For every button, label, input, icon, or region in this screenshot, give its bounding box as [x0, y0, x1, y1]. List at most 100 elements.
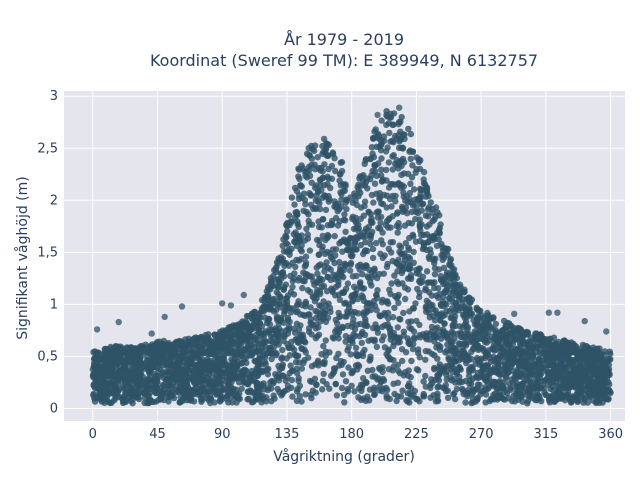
data-point — [248, 333, 255, 340]
data-point — [330, 335, 337, 342]
data-point — [161, 375, 168, 382]
x-tick-label: 90 — [214, 427, 231, 442]
data-point — [267, 281, 274, 288]
data-point — [489, 378, 496, 386]
data-point — [241, 366, 248, 373]
data-point — [368, 282, 375, 289]
data-point — [404, 286, 412, 293]
data-point — [302, 270, 310, 278]
data-point — [344, 308, 351, 315]
data-point — [474, 356, 481, 364]
data-point — [510, 351, 517, 359]
data-point — [122, 360, 129, 367]
data-point — [254, 337, 261, 344]
data-point — [338, 361, 345, 368]
data-point — [426, 255, 433, 263]
data-point — [368, 191, 376, 199]
data-point — [599, 370, 606, 377]
data-point — [554, 375, 561, 382]
data-point — [440, 254, 448, 261]
data-point — [322, 206, 330, 214]
data-point — [297, 322, 304, 329]
data-point — [395, 181, 403, 189]
data-point — [444, 341, 451, 348]
data-point — [422, 372, 429, 380]
data-point — [146, 369, 153, 376]
data-point — [341, 399, 348, 406]
data-point — [298, 345, 306, 353]
data-point — [155, 396, 162, 403]
data-point — [491, 364, 498, 371]
data-point — [484, 362, 492, 370]
x-tick-label: 360 — [598, 427, 623, 442]
data-point — [317, 182, 324, 189]
data-point — [562, 392, 569, 399]
data-point — [376, 143, 383, 151]
data-point — [423, 186, 431, 194]
data-point — [226, 339, 233, 346]
data-point — [353, 219, 360, 227]
data-point — [418, 186, 426, 193]
x-tick-label: 270 — [469, 427, 494, 442]
data-point — [276, 371, 283, 378]
data-point — [383, 166, 390, 174]
data-point — [477, 307, 484, 315]
data-point — [227, 302, 235, 309]
data-point — [349, 252, 356, 259]
data-point — [199, 335, 206, 342]
data-point — [416, 321, 423, 329]
data-point — [324, 248, 331, 256]
data-point — [444, 394, 452, 401]
data-point — [312, 166, 319, 173]
data-point — [219, 327, 226, 334]
data-point — [373, 209, 380, 216]
data-point — [383, 392, 390, 400]
data-point — [492, 346, 500, 353]
data-point — [331, 155, 338, 162]
data-point — [364, 367, 371, 374]
data-point — [306, 221, 313, 228]
data-point — [439, 326, 447, 333]
data-point — [389, 181, 396, 188]
data-point — [492, 329, 499, 336]
data-point — [333, 392, 341, 399]
data-point — [429, 379, 436, 387]
data-point — [296, 382, 304, 389]
data-point — [383, 108, 390, 115]
data-point — [308, 331, 315, 338]
data-point — [364, 273, 371, 280]
data-point — [348, 323, 356, 330]
data-point — [406, 234, 413, 242]
data-point — [367, 217, 375, 225]
data-point — [481, 374, 489, 381]
data-point — [177, 398, 184, 406]
data-point — [183, 384, 190, 391]
data-point — [379, 296, 386, 304]
data-point — [329, 246, 337, 253]
data-point — [338, 384, 346, 392]
data-point — [442, 332, 449, 339]
data-point — [586, 347, 593, 354]
data-point — [270, 272, 277, 280]
data-point — [574, 397, 582, 404]
data-point — [227, 371, 235, 379]
data-point — [253, 383, 261, 390]
data-point — [466, 294, 473, 302]
data-point — [456, 378, 463, 385]
data-point — [506, 385, 514, 392]
data-point — [407, 130, 415, 138]
data-point — [312, 361, 319, 368]
data-point — [397, 136, 404, 143]
data-point — [495, 360, 502, 367]
data-point — [110, 397, 118, 404]
data-point — [391, 304, 398, 311]
data-point — [327, 184, 334, 192]
data-point — [405, 125, 412, 133]
data-point — [360, 285, 368, 292]
data-point — [465, 389, 472, 397]
data-point — [527, 377, 534, 385]
data-point — [431, 259, 438, 267]
data-point — [418, 207, 425, 214]
data-point — [248, 367, 255, 375]
